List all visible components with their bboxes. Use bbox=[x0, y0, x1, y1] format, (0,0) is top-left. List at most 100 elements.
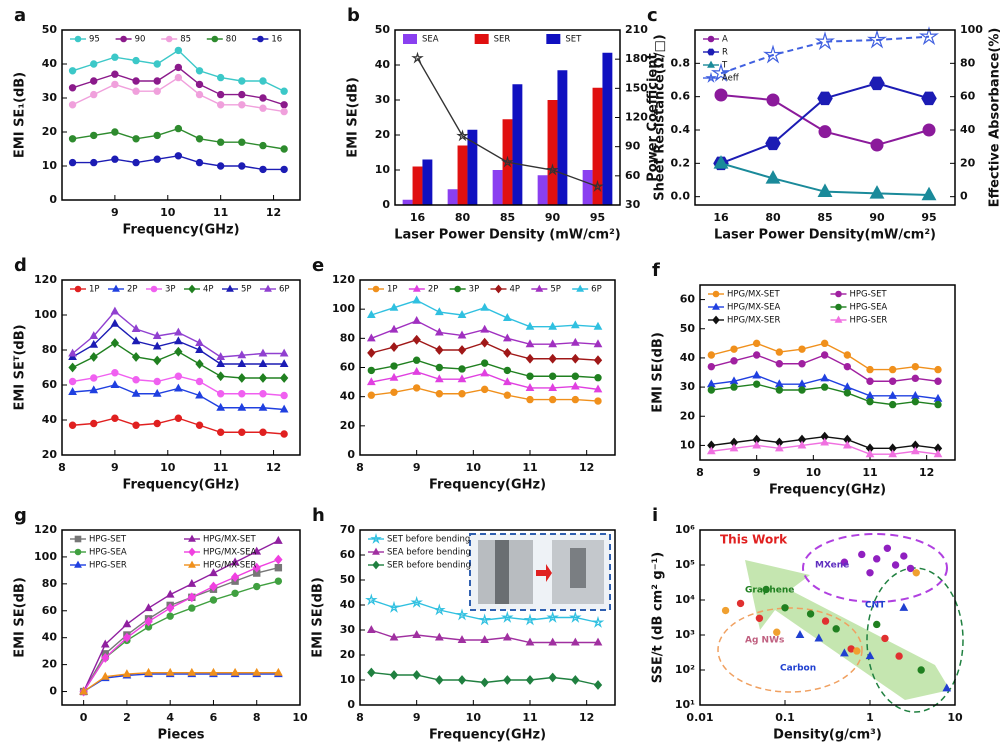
marker bbox=[195, 359, 204, 369]
x-axis-label: Frequency(GHz) bbox=[769, 483, 886, 498]
panel-label: d bbox=[14, 255, 27, 276]
y2-axis-label: Effective Absorbance(%) bbox=[988, 28, 1000, 208]
x-tick-label: 8 bbox=[696, 466, 704, 479]
x-tick-label: 85 bbox=[500, 211, 515, 224]
marker bbox=[548, 672, 557, 683]
marker bbox=[412, 366, 422, 375]
y-tick-label: 30 bbox=[680, 380, 696, 393]
x-tick-label: 11 bbox=[213, 206, 228, 219]
x-tick-label: 6 bbox=[210, 711, 218, 724]
legend-label: 3P bbox=[165, 285, 176, 295]
marker bbox=[883, 544, 892, 553]
y2-axis-label: Sheet Resistance(Ω/□) bbox=[653, 34, 668, 200]
legend-label: A bbox=[722, 35, 728, 45]
marker bbox=[478, 613, 491, 626]
x-tick-label: 10 bbox=[947, 711, 963, 724]
marker bbox=[480, 368, 490, 377]
x-tick-label: 10 bbox=[806, 466, 822, 479]
marker bbox=[110, 318, 120, 327]
marker bbox=[781, 604, 789, 612]
marker bbox=[187, 592, 196, 603]
marker bbox=[806, 610, 815, 618]
marker bbox=[899, 602, 909, 611]
marker bbox=[457, 330, 467, 339]
marker bbox=[111, 155, 119, 163]
y-tick-label: 120 bbox=[34, 523, 57, 536]
marker bbox=[797, 440, 807, 449]
y-tick-label: 20 bbox=[680, 409, 696, 422]
marker bbox=[706, 446, 716, 455]
x-tick-label: 10 bbox=[466, 711, 482, 724]
bar bbox=[467, 129, 478, 205]
marker bbox=[434, 632, 444, 641]
marker bbox=[90, 90, 98, 99]
annotation: This Work bbox=[720, 533, 788, 547]
marker bbox=[237, 350, 247, 359]
marker bbox=[280, 391, 288, 400]
marker bbox=[548, 383, 558, 391]
marker bbox=[174, 152, 183, 160]
y-axis-label: EMI SE₁(dB) bbox=[13, 72, 28, 158]
plot-frame bbox=[359, 529, 616, 706]
marker bbox=[144, 667, 153, 676]
marker bbox=[132, 158, 140, 167]
marker bbox=[594, 374, 602, 382]
legend-label: HPG/MX-SET bbox=[727, 290, 781, 300]
marker bbox=[752, 351, 761, 359]
y-tick-label: 10 bbox=[340, 673, 356, 686]
bar bbox=[602, 52, 613, 205]
marker bbox=[372, 560, 380, 570]
bar bbox=[402, 199, 413, 205]
marker bbox=[238, 390, 246, 398]
marker bbox=[238, 138, 246, 146]
marker bbox=[435, 345, 444, 355]
marker bbox=[707, 35, 715, 43]
marker bbox=[367, 667, 376, 678]
y-tick-label: 50 bbox=[680, 322, 696, 335]
marker bbox=[273, 667, 283, 676]
marker bbox=[593, 680, 603, 690]
marker bbox=[762, 585, 770, 594]
y-tick-label: 50 bbox=[42, 23, 58, 36]
y-tick-label: 0.0 bbox=[671, 190, 691, 203]
marker bbox=[90, 77, 98, 85]
marker bbox=[259, 165, 267, 174]
marker bbox=[174, 372, 183, 380]
legend-label: 5P bbox=[241, 285, 252, 295]
marker bbox=[216, 402, 226, 411]
marker bbox=[710, 62, 732, 82]
y-tick-label: 0.4 bbox=[671, 123, 691, 136]
marker bbox=[173, 327, 183, 336]
marker bbox=[216, 90, 225, 99]
legend-swatch bbox=[474, 34, 489, 44]
x-tick-label: 90 bbox=[545, 211, 561, 224]
marker bbox=[144, 603, 153, 612]
marker bbox=[100, 671, 110, 680]
x-tick-label: 4 bbox=[166, 711, 174, 724]
y-tick-label: 40 bbox=[680, 351, 696, 364]
marker bbox=[366, 333, 376, 342]
marker bbox=[389, 632, 399, 641]
marker bbox=[372, 285, 380, 293]
marker bbox=[503, 391, 512, 399]
marker bbox=[525, 383, 535, 391]
marker bbox=[712, 290, 720, 298]
marker bbox=[150, 285, 158, 293]
marker bbox=[100, 639, 110, 648]
legend-label: HPG-SER bbox=[850, 316, 888, 326]
x-tick-label: 9 bbox=[413, 711, 421, 724]
y-tick-label: 10⁴ bbox=[675, 593, 695, 606]
marker bbox=[881, 634, 889, 643]
marker bbox=[237, 359, 247, 368]
y-tick-label: 20 bbox=[340, 419, 356, 432]
x-tick-label: 1 bbox=[866, 711, 874, 724]
marker bbox=[458, 390, 466, 398]
marker bbox=[252, 562, 261, 573]
marker bbox=[775, 360, 784, 368]
marker bbox=[921, 91, 937, 106]
marker bbox=[132, 87, 140, 95]
marker bbox=[501, 610, 514, 623]
marker bbox=[389, 324, 399, 333]
marker bbox=[458, 365, 466, 373]
